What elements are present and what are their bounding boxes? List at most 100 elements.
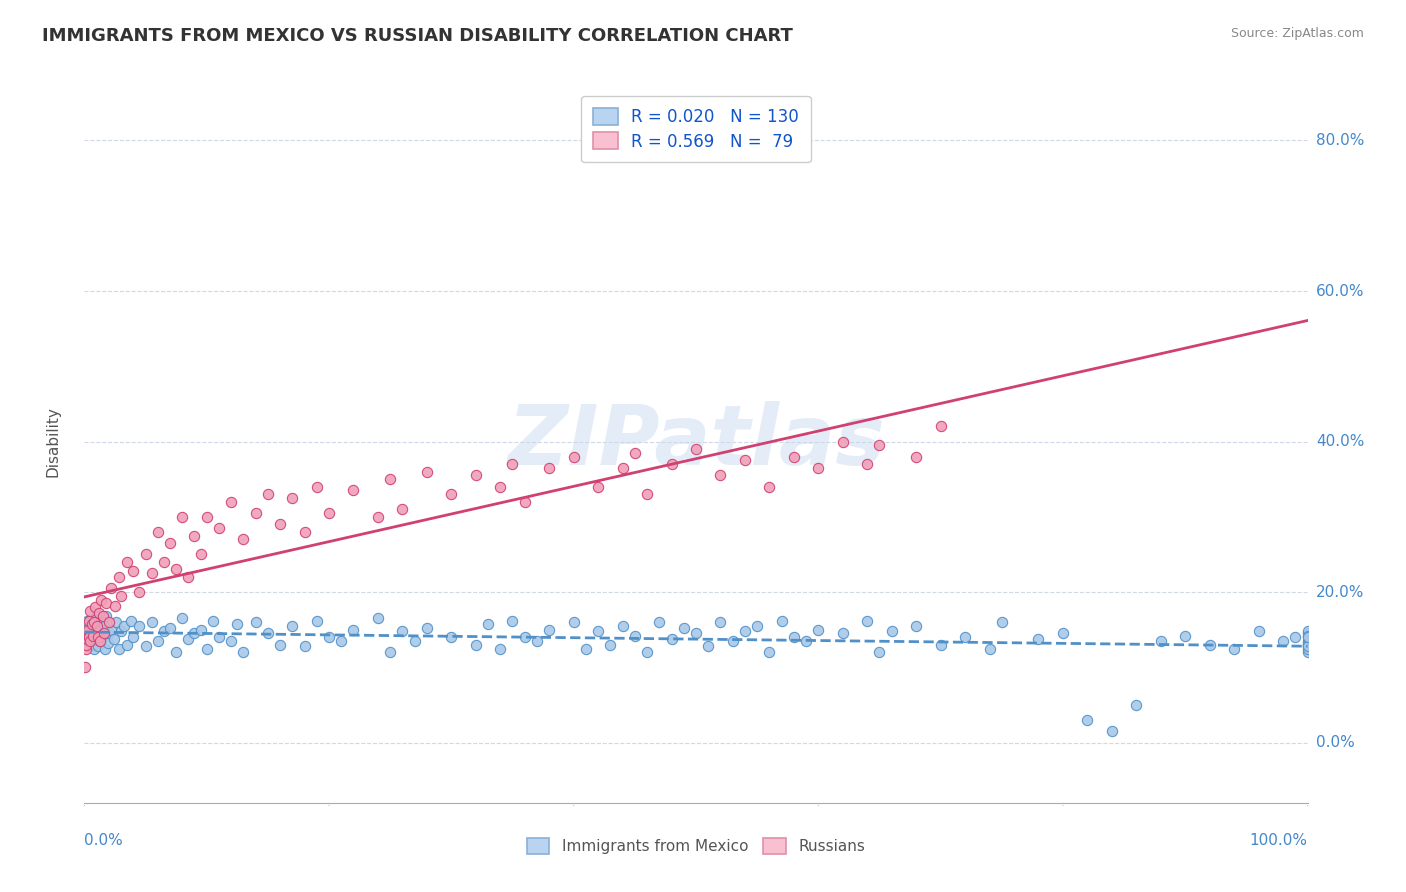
Point bbox=[141, 615, 163, 630]
Point bbox=[831, 626, 853, 640]
Point bbox=[721, 634, 744, 648]
Point bbox=[201, 614, 224, 628]
Text: 80.0%: 80.0% bbox=[1316, 133, 1364, 148]
Point bbox=[105, 615, 128, 630]
Point bbox=[269, 517, 291, 532]
Point bbox=[190, 623, 212, 637]
Point bbox=[87, 630, 110, 644]
Point bbox=[135, 639, 157, 653]
Point bbox=[440, 487, 463, 501]
Point bbox=[93, 619, 115, 633]
Point bbox=[79, 613, 101, 627]
Point bbox=[183, 528, 205, 542]
Point bbox=[77, 623, 100, 637]
Point bbox=[94, 641, 117, 656]
Point bbox=[80, 616, 103, 631]
Text: 0.0%: 0.0% bbox=[1316, 735, 1354, 750]
Point bbox=[1296, 630, 1319, 644]
Point bbox=[87, 620, 110, 634]
Point bbox=[672, 621, 695, 635]
Point bbox=[697, 639, 720, 653]
Point bbox=[758, 645, 780, 659]
Point bbox=[97, 636, 120, 650]
Text: 0.0%: 0.0% bbox=[84, 833, 124, 848]
Point bbox=[929, 419, 952, 434]
Point bbox=[82, 638, 104, 652]
Point bbox=[612, 619, 634, 633]
Point bbox=[513, 494, 536, 508]
Legend: Immigrants from Mexico, Russians: Immigrants from Mexico, Russians bbox=[520, 832, 872, 860]
Point bbox=[794, 634, 817, 648]
Point bbox=[869, 645, 891, 659]
Point bbox=[538, 623, 561, 637]
Point bbox=[367, 611, 389, 625]
Point bbox=[624, 446, 647, 460]
Point bbox=[76, 626, 98, 640]
Point bbox=[489, 641, 512, 656]
Point bbox=[464, 468, 486, 483]
Point bbox=[318, 506, 340, 520]
Point bbox=[416, 621, 439, 635]
Point bbox=[318, 630, 340, 644]
Point bbox=[245, 615, 267, 630]
Point bbox=[269, 638, 291, 652]
Text: 40.0%: 40.0% bbox=[1316, 434, 1364, 449]
Point bbox=[612, 461, 634, 475]
Point bbox=[79, 634, 101, 648]
Point bbox=[1296, 639, 1319, 653]
Point bbox=[380, 472, 402, 486]
Point bbox=[153, 555, 176, 569]
Text: 100.0%: 100.0% bbox=[1250, 833, 1308, 848]
Point bbox=[159, 536, 181, 550]
Point bbox=[991, 615, 1014, 630]
Point bbox=[1296, 636, 1319, 650]
Point bbox=[80, 629, 103, 643]
Point bbox=[110, 624, 132, 639]
Point bbox=[177, 570, 200, 584]
Point bbox=[1296, 634, 1319, 648]
Point bbox=[93, 626, 115, 640]
Point bbox=[90, 592, 112, 607]
Point bbox=[195, 509, 218, 524]
Point bbox=[165, 645, 187, 659]
Point bbox=[75, 621, 97, 635]
Point bbox=[1101, 724, 1123, 739]
Point bbox=[82, 611, 104, 625]
Point bbox=[100, 623, 122, 637]
Point bbox=[807, 623, 830, 637]
Point bbox=[219, 634, 242, 648]
Point bbox=[97, 626, 120, 640]
Point bbox=[586, 480, 609, 494]
Point bbox=[869, 438, 891, 452]
Point bbox=[146, 634, 169, 648]
Point bbox=[208, 521, 231, 535]
Point bbox=[305, 614, 328, 628]
Point bbox=[91, 630, 114, 644]
Point bbox=[758, 480, 780, 494]
Point bbox=[1272, 634, 1295, 648]
Point bbox=[464, 638, 486, 652]
Point bbox=[89, 634, 111, 648]
Point bbox=[783, 450, 806, 464]
Text: IMMIGRANTS FROM MEXICO VS RUSSIAN DISABILITY CORRELATION CHART: IMMIGRANTS FROM MEXICO VS RUSSIAN DISABI… bbox=[42, 27, 793, 45]
Point bbox=[107, 570, 129, 584]
Point bbox=[84, 600, 107, 615]
Point bbox=[77, 639, 100, 653]
Point bbox=[245, 506, 267, 520]
Point bbox=[831, 434, 853, 449]
Point bbox=[190, 548, 212, 562]
Point bbox=[76, 632, 98, 646]
Point bbox=[1028, 632, 1050, 646]
Point bbox=[575, 641, 598, 656]
Point bbox=[232, 533, 254, 547]
Point bbox=[734, 624, 756, 639]
Point bbox=[141, 566, 163, 581]
Point bbox=[73, 660, 96, 674]
Text: 60.0%: 60.0% bbox=[1316, 284, 1364, 299]
Y-axis label: Disability: Disability bbox=[46, 406, 60, 477]
Point bbox=[76, 615, 98, 629]
Point bbox=[624, 629, 647, 643]
Point bbox=[76, 632, 98, 646]
Point bbox=[342, 623, 364, 637]
Point bbox=[783, 630, 806, 644]
